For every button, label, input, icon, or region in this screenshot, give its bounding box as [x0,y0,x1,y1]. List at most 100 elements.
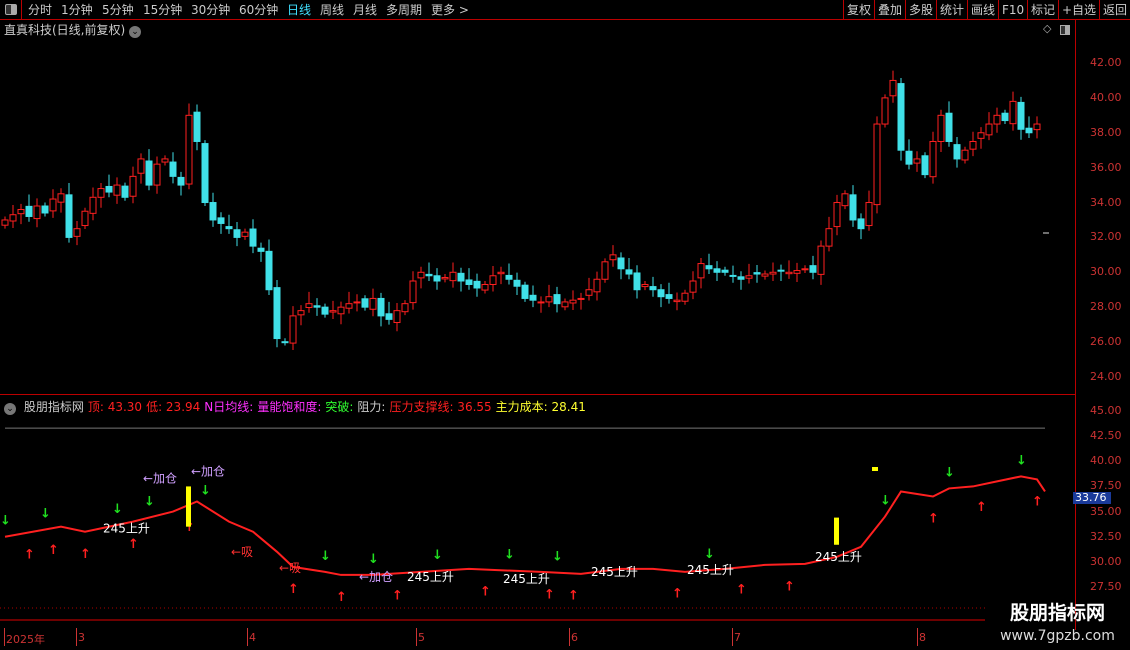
candle-body [313,305,321,308]
signal-bar [186,486,191,527]
tab-period-6[interactable]: 日线 [287,3,312,17]
candle-body [929,140,937,178]
candle-body [753,272,761,275]
toolbar-button-4[interactable]: 画线 [967,0,998,20]
candle-body [561,301,569,308]
date-tick-mark [917,628,918,646]
candle-body [105,185,113,193]
buy-arrow-icon: ↑ [976,500,987,515]
signal-bar [834,517,839,545]
toolbar-button-3[interactable]: 统计 [936,0,967,20]
tab-period-7[interactable]: 周线 [320,3,345,17]
candle-body [361,298,369,308]
sell-arrow-icon: ↓ [704,547,715,562]
tab-period-10[interactable]: 更多 > [431,3,469,17]
tab-period-0[interactable]: 分时 [28,3,53,17]
indicator-name[interactable]: 股朋指标网 [23,400,84,414]
toolbar-button-2[interactable]: 多股 [905,0,936,20]
indicator-item: 阻力: [357,400,386,414]
period-toolbar: 分时 1分钟 5分钟 15分钟 30分钟 60分钟 日线 周线 月线 多周期 更多 > 复权 叠加 多股… [0,0,1130,20]
candle-body [153,163,161,186]
signal-label: ←加仓 [143,472,177,486]
candle-body [961,149,969,161]
indicator-item: 压力支撑线: 36.55 [389,400,492,414]
date-tick-mark [76,628,77,646]
buy-arrow-icon: ↑ [544,587,555,602]
tab-period-8[interactable]: 月线 [353,3,378,17]
candle-body [345,303,353,309]
date-tick-mark [4,628,5,646]
candle-body [945,112,953,142]
diamond-icon[interactable]: ◇ [1043,22,1052,35]
sell-arrow-icon: ↓ [144,495,155,510]
candle-body [481,283,489,291]
toolbar-button-6[interactable]: 标记 [1027,0,1058,20]
candle-body [497,271,505,275]
panel-divider [0,394,1075,395]
tab-period-9[interactable]: 多周期 [386,3,423,17]
candle-body [225,226,233,230]
toolbar-button-1[interactable]: 叠加 [874,0,905,20]
candle-body [881,97,889,125]
buy-arrow-icon: ↑ [928,512,939,527]
buy-arrow-icon: ↑ [184,520,195,535]
buy-arrow-icon: ↑ [128,537,139,552]
candle-body [737,276,745,280]
candle-body [505,274,513,280]
toolbar-button-8[interactable]: 返回 [1099,0,1130,20]
candle-body [193,111,201,142]
toolbar-button-7[interactable]: +自选 [1058,0,1099,20]
sell-arrow-icon: ↓ [504,548,515,563]
price-tick: 28.00 [1090,300,1122,314]
buy-arrow-icon: ↑ [784,579,795,594]
tab-period-1[interactable]: 1分钟 [61,3,93,17]
price-tick: 38.00 [1090,125,1122,139]
panel-toggle-icon[interactable] [0,0,22,20]
candle-body [529,294,537,301]
date-tick: 5 [418,631,425,644]
signal-label: ←吸 [231,545,253,559]
buy-arrow-icon: ↑ [288,582,299,597]
signal-label: 245上升 [103,522,150,536]
tab-period-2[interactable]: 5分钟 [102,3,134,17]
candle-body [65,194,73,238]
candle-body [265,250,273,291]
candle-body [985,123,993,136]
candle-body [745,275,753,279]
candle-body [953,144,961,160]
candle-body [625,269,633,275]
candle-body [457,272,465,282]
tab-period-5[interactable]: 60分钟 [239,3,279,17]
candle-body [209,202,217,221]
chevron-down-icon[interactable]: ⌄ [129,26,142,38]
candle-body [89,196,97,214]
candle-body [169,161,177,177]
candle-body [337,306,345,315]
date-tick: 6 [571,631,578,644]
panel-toggle-icon[interactable] [1060,25,1070,35]
candle-body [473,280,481,289]
candle-body [633,272,641,291]
candle-body [449,271,457,282]
toolbar-button-5[interactable]: F10 [998,0,1027,20]
signal-dot [872,467,878,471]
candle-body [393,310,401,324]
tab-period-3[interactable]: 15分钟 [143,3,183,17]
date-tick-mark [732,628,733,646]
candle-body [705,265,713,270]
indicator-item: 主力成本: 28.41 [495,400,586,414]
axis-divider [1075,20,1076,630]
buy-arrow-icon: ↑ [568,589,579,604]
candle-body [713,268,721,273]
stock-title[interactable]: 直真科技(日线,前复权) ⌄ [4,21,142,38]
tab-period-4[interactable]: 30分钟 [191,3,231,17]
chevron-down-icon[interactable]: ⌄ [4,403,16,415]
sell-arrow-icon: ↓ [944,465,955,480]
signal-label: 245上升 [407,570,454,584]
candle-body [329,310,337,313]
candle-body [841,193,849,207]
toolbar-button-0[interactable]: 复权 [843,0,874,20]
candle-body [777,269,785,272]
watermark-name: 股朋指标网 [1009,602,1105,624]
